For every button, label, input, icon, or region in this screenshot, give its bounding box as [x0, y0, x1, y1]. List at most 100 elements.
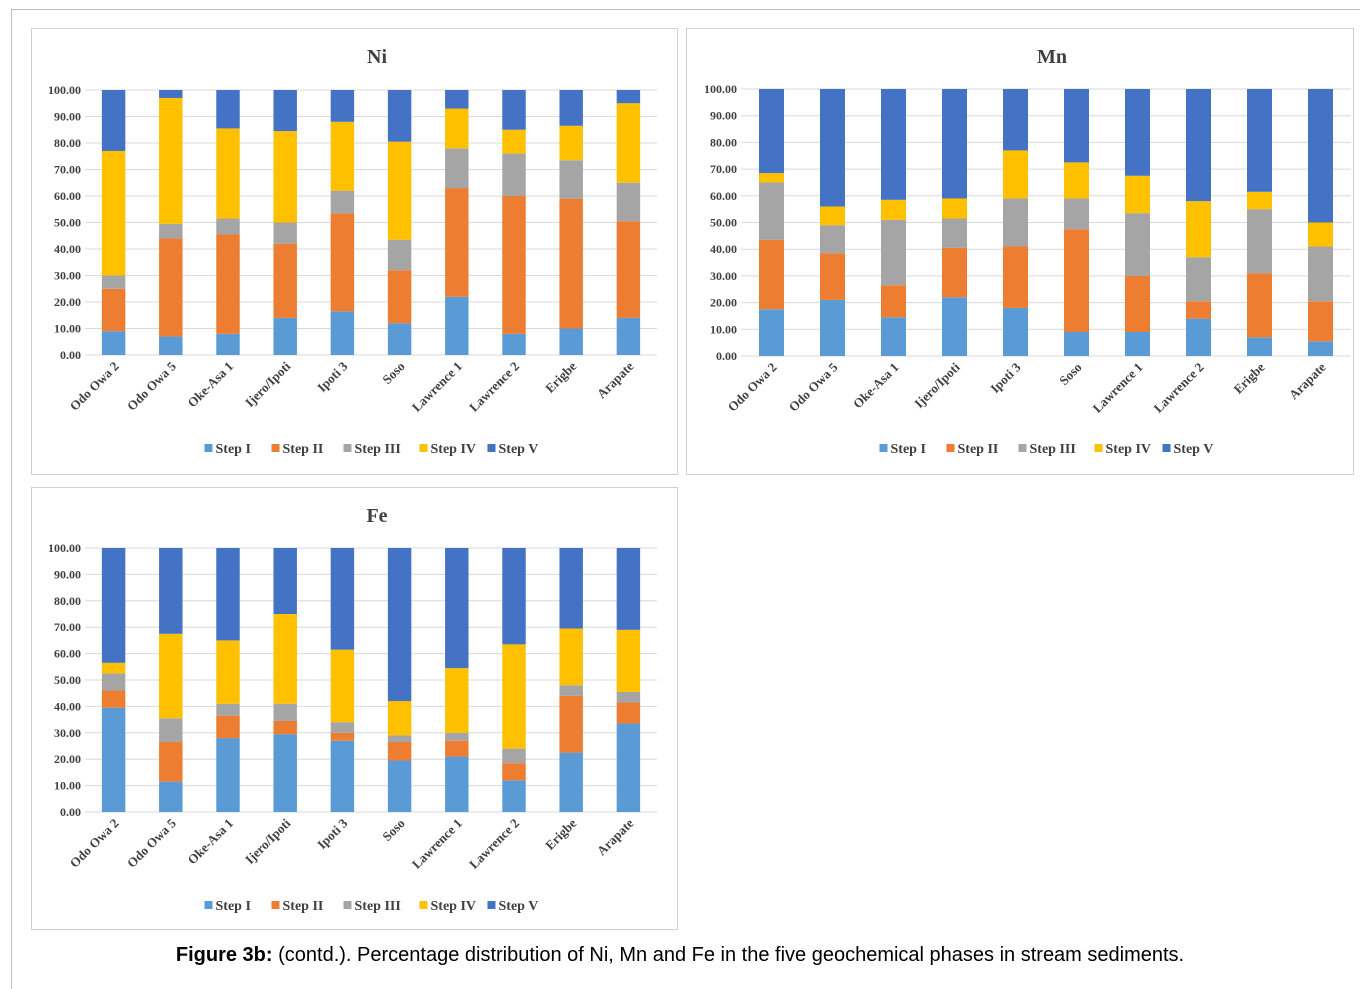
legend-swatch-step-iv	[1094, 444, 1103, 452]
x-tick-label: Ijero/Ipoti	[242, 358, 294, 410]
bar-segment-step-v	[616, 90, 641, 104]
bar-segment-step-iv	[159, 97, 183, 224]
bar-segment-step-ii	[1185, 301, 1212, 319]
x-tick-label: Oke-Asa 1	[184, 359, 236, 411]
bar-segment-step-iv	[1307, 222, 1334, 247]
bar-segment-step-i	[1307, 341, 1334, 356]
legend-swatch-step-i	[204, 444, 213, 452]
bar-segment-step-iii	[1185, 257, 1212, 302]
bar-segment-step-v	[758, 89, 785, 174]
legend-swatch-step-ii	[946, 444, 955, 452]
y-tick-label: 100.00	[48, 541, 81, 555]
legend-label: Step III	[355, 899, 401, 914]
bar-segment-step-v	[387, 548, 412, 702]
bar-segment-step-v	[216, 90, 240, 129]
bar-segment-step-i	[502, 780, 526, 812]
legend-swatch-step-v	[487, 444, 496, 452]
bar-segment-step-iv	[502, 644, 526, 749]
bar-segment-step-ii	[101, 288, 126, 332]
bar-segment-step-iii	[101, 275, 126, 289]
y-tick-label: 100.00	[48, 83, 81, 97]
y-tick-label: 30.00	[54, 269, 81, 283]
bar-segment-step-iii	[758, 182, 785, 240]
bar-segment-step-v	[101, 90, 126, 151]
legend-swatch-step-ii	[271, 444, 280, 452]
bar-segment-step-ii	[273, 243, 297, 318]
bar-segment-step-iii	[159, 223, 183, 239]
bar-segment-step-i	[819, 299, 846, 356]
bar-segment-step-ii	[1246, 273, 1273, 338]
legend-swatch-step-v	[487, 901, 496, 909]
bar-segment-step-iv	[387, 701, 412, 736]
bar-segment-step-i	[216, 738, 240, 812]
bar-segment-step-ii	[445, 188, 469, 297]
y-tick-label: 70.00	[54, 620, 81, 634]
bar-segment-step-i	[216, 333, 240, 355]
chart-panel-fe: Fe 0.00 10.00 20.00 30.00 40.00 50.00 60.00 70.0…	[31, 487, 678, 930]
bar-segment-step-i	[445, 296, 469, 355]
bar-segment-step-iv	[387, 141, 412, 240]
bar-segment-step-i	[387, 323, 412, 355]
bar-segment-step-iii	[819, 225, 846, 254]
bar-segment-step-ii	[273, 720, 297, 735]
bar-segment-step-v	[1124, 89, 1151, 176]
bar-segment-step-v	[445, 548, 469, 669]
bar-segment-step-i	[880, 317, 907, 356]
x-tick-label: Arapate	[1286, 359, 1329, 402]
bar-segment-step-i	[159, 336, 183, 355]
legend-swatch-step-iii	[343, 901, 352, 909]
x-tick-label: Ijero/Ipoti	[242, 815, 294, 867]
bar-segment-step-iv	[559, 628, 583, 686]
legend-swatch-step-i	[204, 901, 213, 909]
legend-label: Step V	[499, 442, 539, 457]
bar-segment-step-iv	[101, 150, 126, 276]
bar-segment-step-ii	[159, 238, 183, 337]
bar-segment-step-i	[616, 723, 641, 812]
x-tick-label: Lawrence 2	[466, 359, 522, 415]
y-tick-label: 10.00	[54, 779, 81, 793]
x-tick-label: Lawrence 2	[1150, 360, 1206, 416]
bar-segment-step-iii	[559, 685, 583, 696]
bar-segment-step-i	[330, 311, 355, 355]
legend-label: Step IV	[1106, 442, 1152, 457]
x-tick-label: Oke-Asa 1	[850, 360, 902, 412]
bar-segment-step-v	[330, 90, 355, 122]
x-tick-label: Ipoti 3	[314, 815, 351, 852]
legend-swatch-step-iv	[419, 444, 428, 452]
x-tick-label: Arapate	[594, 815, 637, 858]
bar-segment-step-iii	[159, 718, 183, 743]
bar-segment-step-iv	[216, 128, 240, 219]
bar-segment-step-iv	[880, 199, 907, 220]
legend-swatch-step-iv	[419, 901, 428, 909]
x-tick-label: Soso	[1056, 360, 1084, 388]
legend-swatch-step-iii	[343, 444, 352, 452]
bar-segment-step-iv	[445, 108, 469, 149]
y-tick-label: 40.00	[54, 699, 81, 713]
y-tick-label: 70.00	[54, 163, 81, 177]
x-tick-label: Odo Owa 2	[725, 360, 780, 415]
y-tick-label: 10.00	[710, 322, 737, 336]
bar-segment-step-iv	[1002, 150, 1029, 199]
bar-segment-step-ii	[330, 213, 355, 312]
y-tick-label: 40.00	[710, 242, 737, 256]
bar-segment-step-v	[159, 90, 183, 98]
bar-segment-step-ii	[819, 253, 846, 300]
bar-segment-step-v	[616, 548, 641, 630]
bar-segment-step-iii	[445, 148, 469, 189]
bar-segment-step-iv	[1124, 175, 1151, 214]
bar-segment-step-iii	[502, 153, 526, 196]
x-tick-label: Odo Owa 5	[124, 815, 179, 870]
legend-label: Step II	[283, 899, 324, 914]
bar-segment-step-i	[502, 333, 526, 355]
bar-segment-step-ii	[941, 247, 968, 298]
x-tick-label: Lawrence 1	[409, 816, 465, 872]
bar-segment-step-i	[273, 317, 297, 355]
y-tick-label: 0.00	[60, 348, 81, 362]
bar-segment-step-v	[101, 548, 126, 663]
legend-label: Step I	[216, 442, 251, 457]
bar-segment-step-iv	[819, 206, 846, 226]
bar-segment-step-iv	[216, 640, 240, 704]
page-frame	[11, 9, 1360, 989]
bar-segment-step-ii	[1124, 275, 1151, 332]
bar-segment-step-ii	[758, 239, 785, 310]
